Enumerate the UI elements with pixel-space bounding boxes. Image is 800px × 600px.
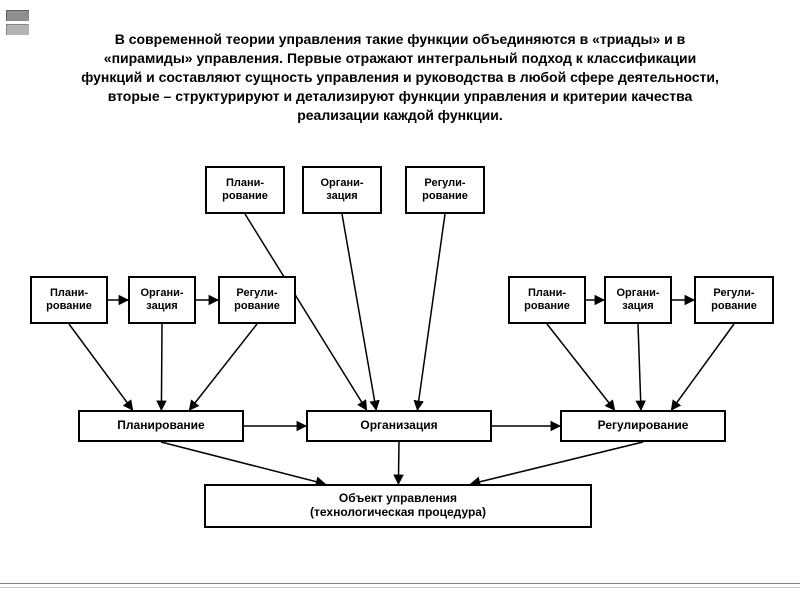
node-l3: Регули-рование: [218, 276, 296, 324]
node-l1: Плани-рование: [30, 276, 108, 324]
node-r2: Органи-зация: [604, 276, 672, 324]
node-m3: Регулирование: [560, 410, 726, 442]
node-l2: Органи-зация: [128, 276, 196, 324]
node-tc1: Плани-рование: [205, 166, 285, 214]
node-m2: Организация: [306, 410, 492, 442]
decoration-bar-b: [6, 24, 29, 35]
node-r1: Плани-рование: [508, 276, 586, 324]
bottom-rule-light: [0, 587, 800, 588]
node-obj: Объект управления(технологическая процед…: [204, 484, 592, 528]
node-tc2: Органи-зация: [302, 166, 382, 214]
bottom-rule: [0, 583, 800, 584]
node-r3: Регули-рование: [694, 276, 774, 324]
node-tc3: Регули-рование: [405, 166, 485, 214]
decoration-bar-a: [6, 10, 29, 21]
slide-title: В современной теории управления такие фу…: [80, 30, 720, 124]
slide: В современной теории управления такие фу…: [0, 0, 800, 600]
node-m1: Планирование: [78, 410, 244, 442]
diagram: Плани-рование Органи-зация Регули-рование П…: [0, 158, 800, 568]
